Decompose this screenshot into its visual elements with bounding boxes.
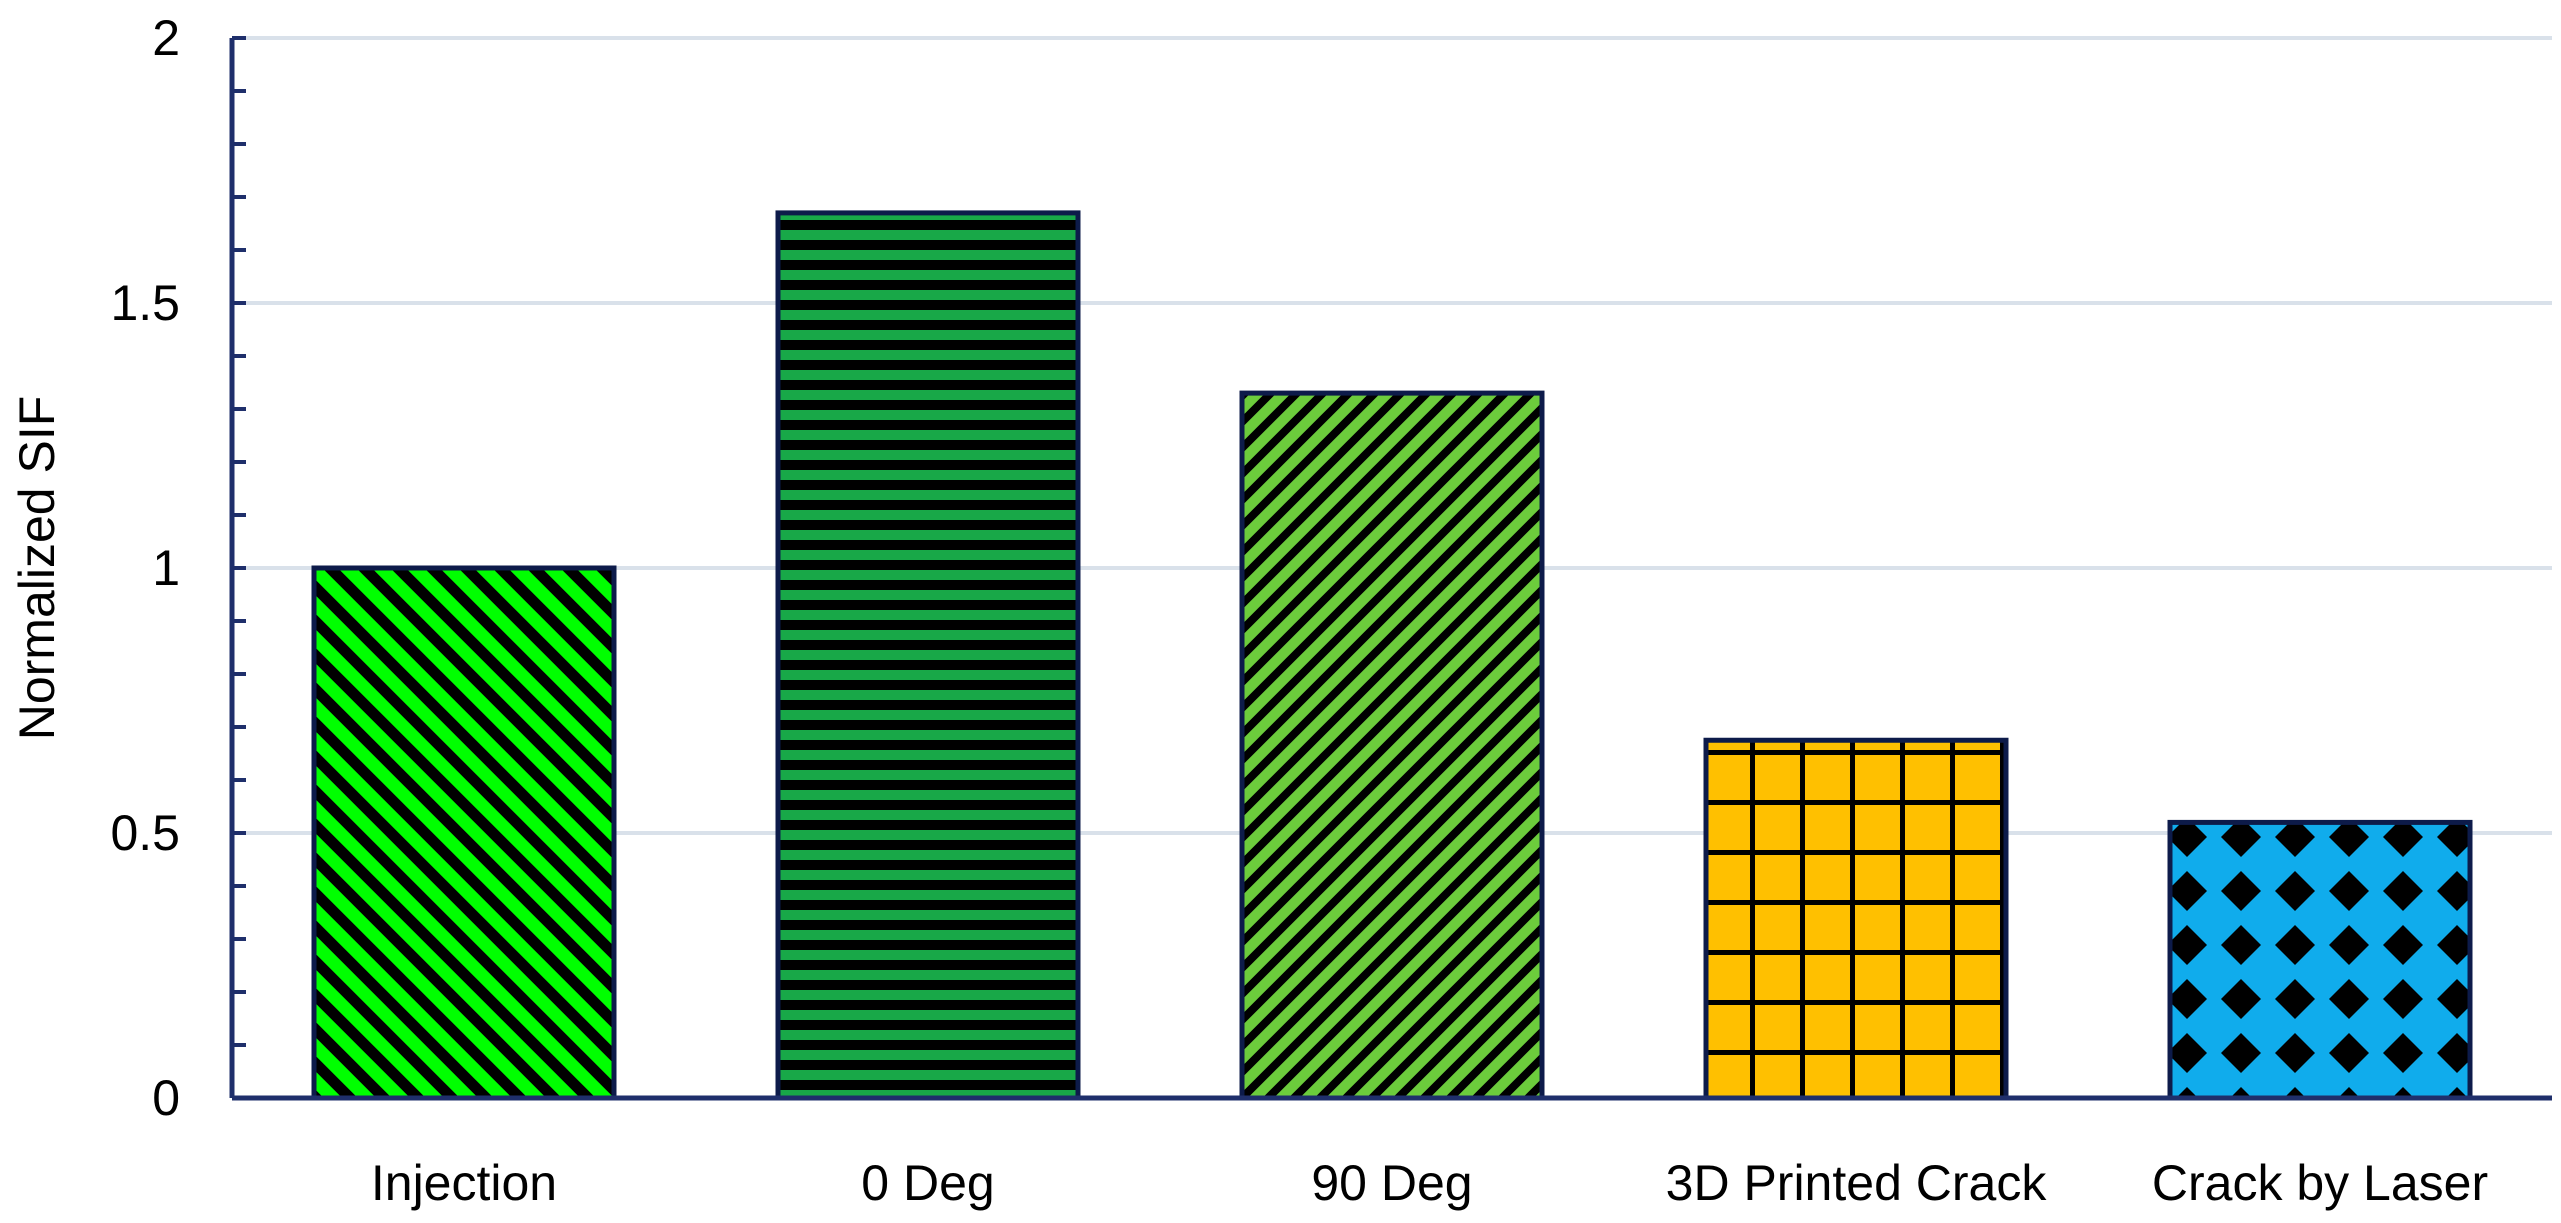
bar-90-deg [1239,390,1545,1101]
y-tick-label: 0.5 [110,805,180,861]
bar-0-deg [775,210,1081,1101]
x-tick-label: 0 Deg [861,1155,994,1211]
y-tick-label: 0 [152,1070,180,1126]
axes [229,36,2552,1101]
bar-crack-by-laser [2167,819,2473,1101]
bars [311,210,2473,1101]
y-tick-label: 1.5 [110,275,180,331]
y-tick-label: 2 [152,10,180,66]
y-axis-title: Normalized SIF [9,396,65,741]
y-tick-label: 1 [152,540,180,596]
bar-injection [311,565,617,1101]
labels: Injection 0 Deg 90 Deg 3D Printed Crack Crac… [9,10,2488,1211]
bar-3d-printed-crack [1703,737,2009,1101]
x-tick-label: 90 Deg [1311,1155,1472,1211]
x-tick-label: 3D Printed Crack [1666,1155,2048,1211]
x-tick-label: Crack by Laser [2152,1155,2488,1211]
x-tick-label: Injection [371,1155,557,1211]
